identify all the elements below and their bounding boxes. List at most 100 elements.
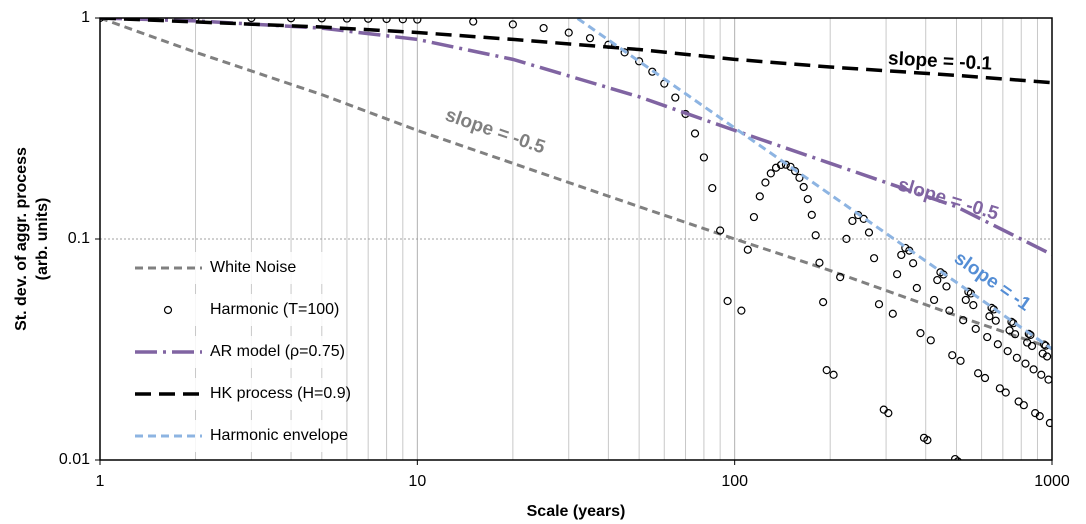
annotation: slope = -0.5 xyxy=(443,105,549,159)
legend-symbol xyxy=(163,305,173,315)
data-point xyxy=(864,228,874,237)
data-point xyxy=(743,245,752,254)
y-tick-label: 1 xyxy=(81,9,90,26)
data-point xyxy=(398,18,407,24)
data-point xyxy=(790,166,800,176)
y-tick-label: 0.1 xyxy=(68,230,90,247)
series-line xyxy=(100,18,1052,85)
data-point xyxy=(508,20,517,29)
data-point xyxy=(945,306,954,315)
data-point xyxy=(761,178,770,187)
data-point xyxy=(985,312,994,321)
data-point xyxy=(888,309,897,318)
data-point xyxy=(635,57,644,66)
series-line xyxy=(100,18,1052,350)
x-tick-label: 100 xyxy=(721,473,748,490)
x-axis-title: Scale (years) xyxy=(527,503,626,520)
data-point xyxy=(1021,359,1030,368)
data-point xyxy=(749,212,759,222)
data-point xyxy=(1000,490,1007,497)
data-point xyxy=(690,129,700,138)
data-point xyxy=(1019,401,1028,410)
data-point xyxy=(929,295,939,305)
data-point xyxy=(979,475,986,482)
y-tick-label: 0.01 xyxy=(59,451,90,468)
data-point xyxy=(995,384,1004,393)
data-point xyxy=(1003,346,1012,356)
x-tick-label: 1000 xyxy=(1034,473,1070,490)
data-point xyxy=(755,192,764,201)
data-point xyxy=(1045,418,1052,428)
data-point xyxy=(766,169,775,178)
x-tick-label: 10 xyxy=(408,473,426,490)
data-point xyxy=(413,18,422,24)
legend-label: HK process (H=0.9) xyxy=(210,385,351,402)
data-point xyxy=(822,366,831,375)
data-point xyxy=(564,28,573,37)
annotation: slope = -0.5 xyxy=(895,174,1001,225)
data-point xyxy=(829,370,838,379)
data-point xyxy=(469,18,478,26)
data-point xyxy=(971,324,980,333)
data-point xyxy=(948,351,957,360)
data-point xyxy=(815,258,824,267)
y-axis-title: (arb. units) xyxy=(34,198,51,281)
data-point xyxy=(539,23,548,33)
data-point xyxy=(993,340,1002,349)
legend-label: White Noise xyxy=(210,259,296,276)
data-point xyxy=(1035,514,1042,521)
legend: White Noise Harmonic (T=100) AR model (ρ=0… xyxy=(130,252,351,452)
data-point xyxy=(1010,330,1020,339)
data-point xyxy=(869,254,879,263)
legend-label: Harmonic envelope xyxy=(210,427,348,444)
data-point xyxy=(1019,503,1026,510)
data-point xyxy=(671,93,680,102)
data-point xyxy=(786,162,795,171)
y-axis-title: St. dev. of aggr. process xyxy=(13,147,30,331)
data-point xyxy=(969,301,978,310)
data-point xyxy=(961,295,970,305)
legend-label: AR model (ρ=0.75) xyxy=(210,343,345,360)
data-point xyxy=(1033,513,1040,520)
data-point xyxy=(819,298,828,307)
data-point xyxy=(836,273,845,282)
data-point xyxy=(912,283,921,293)
data-point xyxy=(998,488,1005,495)
data-point xyxy=(942,282,951,291)
data-point xyxy=(884,409,893,418)
data-point xyxy=(1012,353,1021,362)
data-point xyxy=(893,270,902,279)
series-line xyxy=(576,18,1052,351)
data-point xyxy=(1007,317,1016,326)
data-point xyxy=(803,195,812,204)
data-point xyxy=(974,369,983,378)
data-point xyxy=(716,226,725,235)
data-point xyxy=(737,306,746,315)
data-point xyxy=(620,48,629,57)
data-point xyxy=(983,332,992,342)
data-point xyxy=(811,231,820,240)
data-point xyxy=(874,300,884,309)
data-point xyxy=(916,329,925,338)
data-point xyxy=(795,173,804,182)
data-point xyxy=(807,210,816,219)
data-point xyxy=(382,18,391,24)
data-point xyxy=(842,234,851,244)
data-point xyxy=(848,216,857,226)
data-point xyxy=(980,373,990,383)
data-point xyxy=(1037,370,1046,379)
data-point xyxy=(1035,411,1044,421)
legend-label: Harmonic (T=100) xyxy=(210,301,339,318)
data-point xyxy=(1042,352,1052,361)
data-point xyxy=(699,153,709,162)
data-point xyxy=(909,259,918,268)
data-point xyxy=(923,436,932,445)
data-point xyxy=(897,250,906,260)
data-point xyxy=(991,316,1000,325)
data-point xyxy=(959,316,968,325)
data-point xyxy=(1029,365,1038,374)
data-point xyxy=(781,160,790,169)
data-point xyxy=(977,474,984,481)
